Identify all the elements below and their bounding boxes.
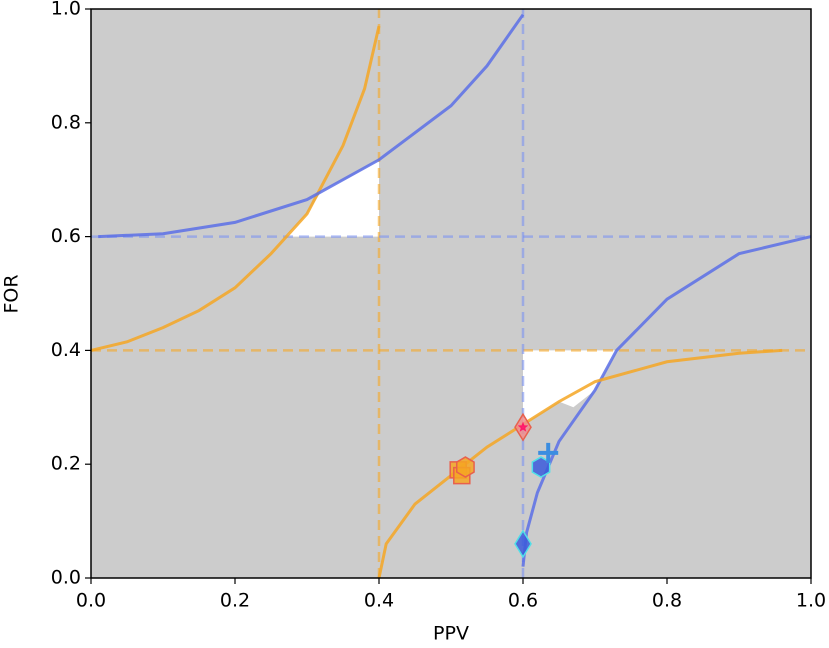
y-tick-label: 0.6	[51, 225, 81, 247]
plot-frame	[90, 8, 812, 579]
x-tick-label: 0.6	[508, 590, 538, 612]
y-tick-label: 0.2	[51, 453, 81, 475]
y-tick-label: 0.0	[51, 567, 81, 589]
y-axis-label: FOR	[1, 274, 23, 313]
x-tick-label: 0.8	[652, 590, 682, 612]
x-tick-label: 0.4	[364, 590, 394, 612]
x-tick-label: 1.0	[796, 590, 826, 612]
marker	[514, 529, 532, 559]
marker	[517, 421, 529, 432]
y-tick-label: 0.8	[51, 111, 81, 133]
region	[523, 350, 617, 425]
plot-background	[91, 9, 811, 578]
x-tick-label: 0.2	[220, 590, 250, 612]
x-axis-label: PPV	[433, 623, 469, 645]
x-tick-label: 0.0	[76, 590, 106, 612]
marker	[455, 456, 475, 478]
curve	[98, 13, 525, 239]
region	[285, 159, 379, 237]
curve	[521, 235, 812, 567]
y-tick-label: 1.0	[51, 0, 81, 20]
curve	[90, 25, 381, 352]
marker	[538, 442, 559, 463]
y-tick-label: 0.4	[51, 339, 81, 361]
